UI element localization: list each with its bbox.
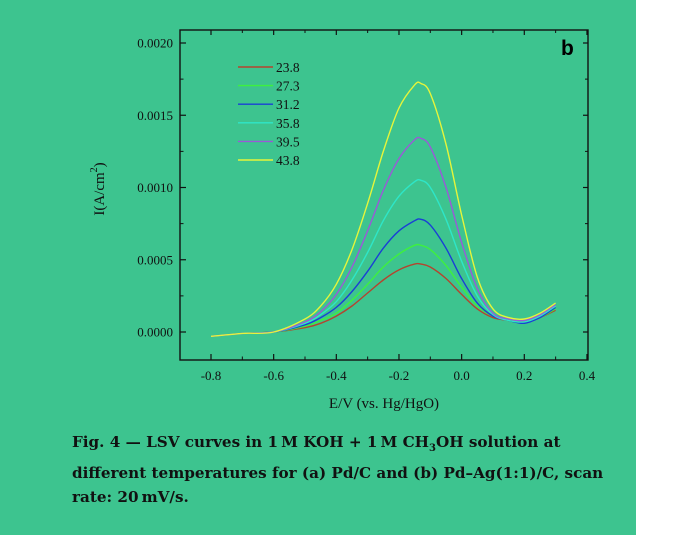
legend-label: 39.5 <box>276 134 300 149</box>
x-tick-label: 0.2 <box>516 368 532 383</box>
y-tick-label: 0.0005 <box>137 252 173 267</box>
x-tick-label: 0.4 <box>579 368 596 383</box>
axes-layer: -0.8 -0.6 -0.4 -0.2 0.0 0.2 0.4 0.0000 0.0005 0.0… <box>137 29 596 383</box>
y-tick-label: 0.0010 <box>137 180 173 195</box>
figure-caption: Fig. 4 — LSV curves in 1 M KOH + 1 M CH3… <box>72 430 612 509</box>
legend-label: 35.8 <box>276 116 300 131</box>
x-axis-title: E/V (vs. Hg/HgO) <box>329 396 439 412</box>
y-tick-label: 0.0020 <box>137 36 173 51</box>
y-axis-title-group: I(A/cm2) <box>89 162 108 215</box>
curves-layer <box>210 81 556 337</box>
series-line-35.8 <box>210 178 556 337</box>
series-line-43.8 <box>210 81 556 337</box>
y-axis-title-main: I(A/cm <box>92 172 108 216</box>
x-tick-label: -0.6 <box>263 368 284 383</box>
x-tick-label: -0.4 <box>326 368 347 383</box>
y-axis-title-close: ) <box>92 162 108 167</box>
series-line-39.5 <box>210 136 556 337</box>
y-tick-label: 0.0000 <box>137 325 173 340</box>
legend-label: 31.2 <box>276 97 300 112</box>
caption-part2: OH solution at different temperatures fo… <box>72 433 604 507</box>
series-line-27.3 <box>210 243 556 337</box>
x-tick-label: -0.2 <box>389 368 410 383</box>
plot-frame <box>179 29 589 361</box>
legend-label: 43.8 <box>276 153 300 168</box>
series-line-23.8 <box>210 262 556 337</box>
x-tick-label: -0.8 <box>201 368 222 383</box>
caption-subscript: 3 <box>429 443 436 455</box>
y-tick-label: 0.0015 <box>137 108 173 123</box>
panel-label: b <box>561 37 574 60</box>
legend-label: 23.8 <box>276 60 300 75</box>
caption-part1: Fig. 4 — LSV curves in 1 M KOH + 1 M CH <box>72 433 430 451</box>
figure-panel <box>0 0 636 535</box>
y-axis-title: I(A/cm2) <box>89 162 108 215</box>
y-axis-title-sup: 2 <box>89 167 100 172</box>
legend: 23.8 27.3 31.2 35.8 39.5 43.8 <box>238 60 300 168</box>
legend-label: 27.3 <box>276 79 300 94</box>
x-tick-label: 0.0 <box>454 368 470 383</box>
